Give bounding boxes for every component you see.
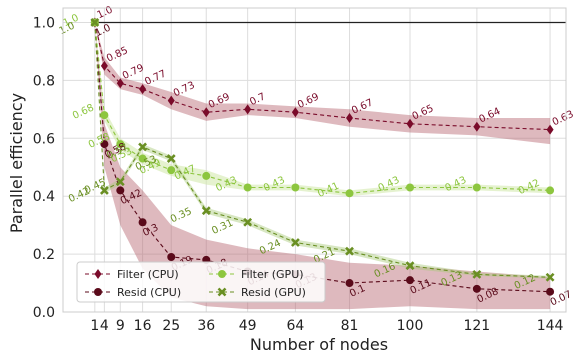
x-axis-label: Number of nodes <box>250 335 388 354</box>
marker-s3-64 <box>291 183 300 192</box>
marker-s2-9 <box>116 186 125 195</box>
x-tick-label: 121 <box>463 318 490 334</box>
marker-s3-9 <box>116 140 125 149</box>
marker-s2-25 <box>167 252 176 261</box>
marker-s4-4 <box>99 185 109 195</box>
band-2 <box>94 22 551 310</box>
marker-s1-36 <box>202 107 210 118</box>
marker-s1-49 <box>244 104 252 115</box>
marker-s3-121 <box>472 183 481 192</box>
marker-s4-64 <box>290 238 300 247</box>
marker-s4-36 <box>201 206 211 216</box>
x-tick-label: 49 <box>239 318 257 334</box>
marker-stroke <box>115 177 125 187</box>
x-tick-label: 144 <box>537 318 564 334</box>
marker-s4-100 <box>405 261 415 271</box>
marker-s4-49 <box>243 217 253 227</box>
legend-label: Resid (CPU) <box>117 286 181 299</box>
axes: 0.00.20.40.60.81.01 4 9 16 25 36 49 64 81 100 121 1… <box>33 7 567 334</box>
marker-s3-81 <box>345 189 354 198</box>
marker-s1-16 <box>139 84 147 95</box>
marker-s4-81 <box>345 246 354 256</box>
legend-label: Filter (CPU) <box>117 268 179 281</box>
marker-s1-4 <box>100 60 108 71</box>
marker-s4-1 <box>90 18 100 27</box>
legend-marker <box>217 287 227 297</box>
y-tick-label: 0.4 <box>33 189 55 205</box>
marker-s3-16 <box>138 154 147 163</box>
x-tick-label: 25 <box>162 318 180 334</box>
marker-s2-4 <box>100 140 109 149</box>
marker-s2-81 <box>345 279 354 288</box>
marker-stroke <box>166 154 176 163</box>
x-tick-label: 36 <box>197 318 215 334</box>
marker-s3-100 <box>406 183 415 192</box>
marker-s2-144 <box>546 287 555 296</box>
legend-marker <box>94 269 102 279</box>
marker-s3-25 <box>167 166 176 175</box>
legend-label: Resid (GPU) <box>241 286 306 299</box>
marker-s2-121 <box>472 284 481 293</box>
marker-s3-36 <box>202 171 211 180</box>
legend-marker <box>218 270 226 278</box>
marker-s4-25 <box>166 154 176 163</box>
marker-s1-100 <box>406 118 414 129</box>
marker-s1-81 <box>346 113 354 124</box>
x-tick-label: 1 <box>90 318 99 334</box>
x-tick-label: 9 <box>116 318 125 334</box>
series-line-3 <box>94 22 551 194</box>
marker-s2-16 <box>138 218 147 227</box>
plot-frame <box>62 7 567 313</box>
y-tick-label: 0.8 <box>33 73 55 89</box>
marker-s1-9 <box>116 78 124 89</box>
legend-marker <box>94 288 102 296</box>
marker-stroke <box>90 18 100 27</box>
marker-stroke <box>405 261 415 271</box>
marker-s4-144 <box>545 272 555 282</box>
marker-s4-121 <box>472 269 482 279</box>
legend-label: Filter (GPU) <box>241 268 304 281</box>
marker-s3-4 <box>100 111 109 120</box>
x-tick-label: 16 <box>134 318 152 334</box>
marker-stroke <box>290 238 300 247</box>
y-axis-label: Parallel efficiency <box>7 93 26 233</box>
y-tick-label: 1.0 <box>33 15 55 31</box>
legend: Filter (CPU) Filter (GPU) Resid (CPU) Resid… <box>76 261 326 303</box>
series-markers <box>90 17 555 296</box>
marker-s2-100 <box>406 276 415 285</box>
marker-s4-16 <box>138 142 148 152</box>
marker-s3-49 <box>243 183 252 192</box>
marker-s1-25 <box>167 95 175 106</box>
marker-stroke <box>217 287 227 297</box>
marker-stroke <box>201 206 211 216</box>
legend-box <box>76 261 326 303</box>
y-tick-label: 0.0 <box>33 305 55 321</box>
x-tick-label: 64 <box>286 318 304 334</box>
marker-stroke <box>545 272 555 282</box>
marker-s4-9 <box>115 177 125 187</box>
marker-stroke <box>99 185 109 195</box>
marker-stroke <box>243 217 253 227</box>
marker-s3-144 <box>546 186 555 195</box>
series-line-1 <box>94 22 551 131</box>
x-tick-label: 100 <box>397 318 424 334</box>
marker-s1-64 <box>291 107 299 118</box>
marker-stroke <box>472 269 482 279</box>
marker-stroke <box>345 246 354 256</box>
marker-s1-144 <box>546 124 554 135</box>
marker-s1-121 <box>473 121 481 132</box>
x-tick-label: 4 <box>100 318 109 334</box>
y-tick-label: 0.2 <box>33 247 55 263</box>
x-tick-label: 81 <box>341 318 359 334</box>
y-tick-label: 0.6 <box>33 131 55 147</box>
marker-stroke <box>138 142 148 152</box>
